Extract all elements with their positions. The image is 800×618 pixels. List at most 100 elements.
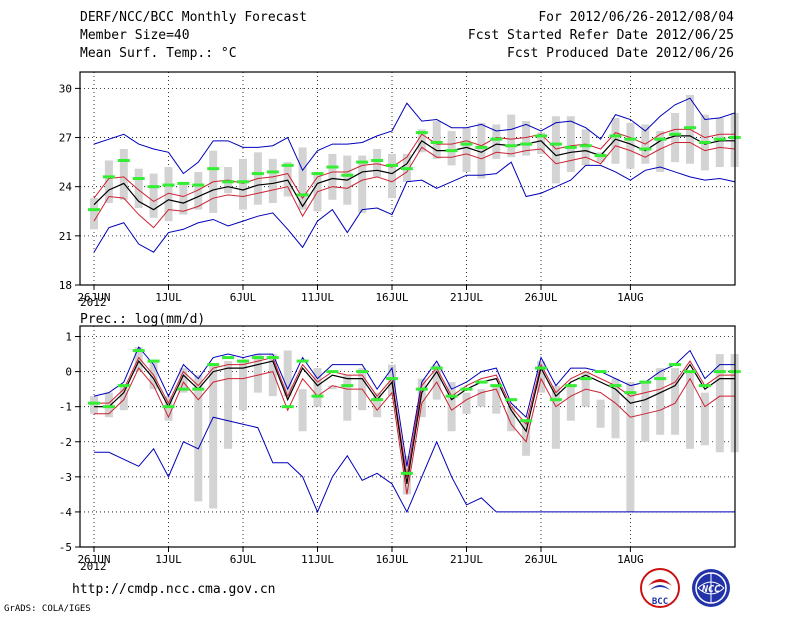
temp-observed-marker [102,175,115,179]
chart-title: DERF/NCC/BCC Monthly Forecast [80,10,307,25]
temp-ytick-label: 27 [59,132,72,145]
precip-spread-box [492,385,501,414]
precip-observed-marker [520,419,533,423]
temp-xtick-label: 6JUL [230,291,257,304]
temp-observed-marker [147,185,160,189]
temp-spread-box [566,116,575,172]
temp-observed-marker [609,134,622,138]
temp-ytick-label: 18 [59,279,72,292]
grads-credit: GrADS: COLA/IGES [4,604,91,614]
precip-spread-box [313,368,322,407]
precip-observed-marker [162,405,175,409]
temp-xtick-label: 1JUL [155,291,182,304]
temp-frame [79,71,736,286]
precip-panel: -5 -4 -3 -2 -1 0 1 26JUN 1JUL 6JUL 11JUL 16JUL 21JUL… [59,325,741,566]
temp-spread-box [149,173,158,218]
temp-observed-marker [520,142,533,146]
temp-spread-box [373,149,382,177]
precip-observed-marker [609,384,622,388]
temp-min-line [93,161,735,253]
temp-observed-marker [400,167,413,171]
temp-max-line [93,97,735,175]
temp-xtick-label: 26JUL [524,291,557,304]
temp-observed-marker [341,173,354,177]
temp-lower-sd-line [93,141,735,229]
temp-observed-marker [713,137,726,141]
precip-spread-box [477,389,486,407]
temp-spread-box [596,152,605,163]
precip-spread-box [119,385,128,411]
temp-observed-marker [281,163,294,167]
temp-spread-box [551,116,560,184]
temp-observed-marker [371,158,384,162]
precip-observed-marker [192,387,205,391]
precip-xtick-label: 16JUL [375,553,408,566]
precip-observed-marker [430,366,443,370]
precip-spread-box [611,378,620,439]
precip-observed-marker [386,377,398,381]
forecast-period: For 2012/06/26-2012/08/04 [538,10,734,25]
temp-spread-box [537,132,545,154]
precip-observed-marker [490,384,503,388]
temp-observed-marker [624,137,637,141]
temp-observed-marker [356,160,369,164]
precip-observed-marker [147,359,160,363]
temp-observed-marker [684,126,696,130]
precip-observed-marker [88,401,100,405]
precip-ytick-label: -1 [59,401,72,414]
precip-observed-marker [132,349,145,353]
bcc-logo-text: BCC [652,597,668,607]
member-size: Member Size=40 [80,28,190,43]
precip-observed-marker [415,387,428,391]
precip-observed-marker [535,366,547,370]
temp-spread-box [477,122,486,179]
precip-upper-sd-line [94,356,735,477]
precip-observed-marker [579,377,592,381]
bcc-logo: BCC [640,568,680,608]
temp-xtick-label: 16JUL [375,291,408,304]
ncc-logo: NCC [692,569,730,607]
temp-spread-box [134,168,143,208]
temp-spread-box [522,121,531,156]
temp-ytick-label: 30 [59,82,72,95]
temp-observed-marker [415,131,428,135]
precip-spread-box [268,354,277,397]
temp-observed-marker [490,137,503,141]
precip-observed-marker [654,377,667,381]
precip-spread-box [90,396,98,414]
temp-spread-box [90,198,98,230]
temp-observed-marker [430,140,443,144]
precip-spread-box [596,399,605,428]
temp-observed-marker [207,167,220,171]
temp-spread-box [462,127,471,172]
precip-spread-box [566,385,575,421]
temp-spread-box [164,167,173,222]
temp-xtick-label: 26JUN [77,291,110,304]
precip-observed-marker [505,398,518,402]
website-link[interactable]: http://cmdp.ncc.cma.gov.cn [72,582,276,597]
precip-observed-marker [326,370,339,374]
temp-ytick-label: 21 [59,230,72,243]
precip-mean-line [94,359,735,484]
precip-xtick-label: 26JUL [524,553,557,566]
precip-spread-box [715,354,724,453]
temp-mean-line [93,135,735,211]
precip-observed-marker [117,384,130,388]
precip-xtick-label: 21JUL [450,553,483,566]
precip-observed-marker [445,394,458,398]
precip-frame [79,325,736,548]
temp-ytick-label: 24 [59,181,73,194]
precip-spread-box [343,375,352,421]
precip-spread-box [700,392,709,446]
precip-observed-marker [460,387,473,391]
temp-observed-marker [654,137,667,141]
precip-ytick-label: 1 [65,331,72,344]
temp-spread-box [179,183,188,215]
temp-observed-marker [549,142,562,146]
precip-observed-marker [684,370,696,374]
precip-ytick-label: -3 [59,471,72,484]
started-date: Fcst Started Refer Date 2012/06/25 [467,28,734,43]
precip-observed-marker [639,380,652,384]
temp-spread-box [358,155,367,213]
precip-spread-box [134,347,143,372]
